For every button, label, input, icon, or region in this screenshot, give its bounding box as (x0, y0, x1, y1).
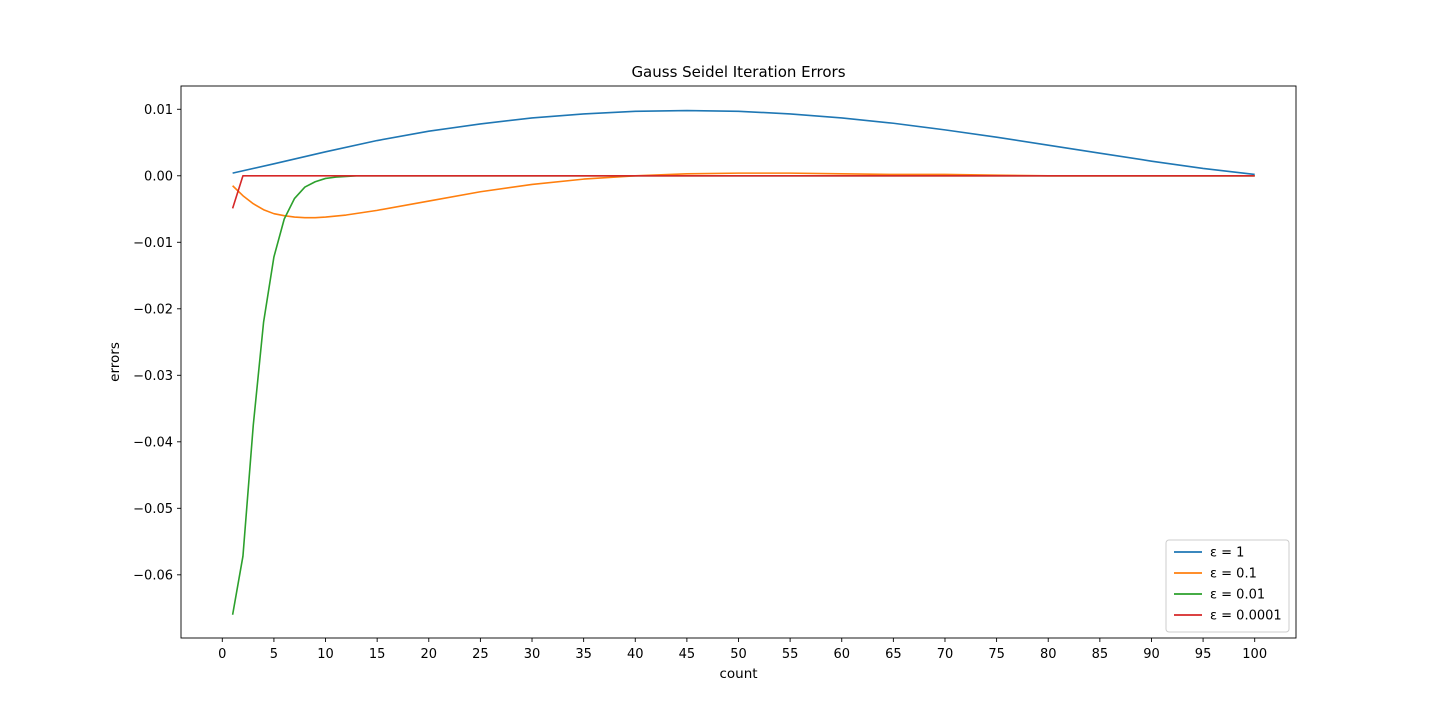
x-tick-label: 40 (627, 647, 644, 662)
x-tick-label: 75 (988, 647, 1005, 662)
x-axis: 0 5 10 15 20 25 30 35 40 45 50 55 60 65 70 75 80 85 90 95 10… (218, 638, 1267, 662)
y-tick-label: −0.04 (133, 435, 173, 450)
x-tick-label: 85 (1092, 647, 1109, 662)
y-tick-label: −0.03 (133, 369, 173, 384)
series-line-1 (232, 109, 1255, 176)
series-line-4 (231, 174, 1255, 209)
x-tick-label: 60 (833, 647, 850, 662)
y-axis: 0.01 0.00 −0.01 −0.02 −0.03 −0.04 −0.05 −0.06 (133, 103, 181, 583)
x-tick-label: 45 (679, 647, 696, 662)
x-tick-label: 55 (782, 647, 799, 662)
y-tick-label: 0.00 (144, 169, 173, 184)
y-axis-label: errors (107, 342, 123, 382)
y-tick-label: −0.02 (133, 302, 173, 317)
series-line-3 (231, 174, 1255, 615)
series-layer (231, 109, 1255, 615)
legend-label: ε = 0.1 (1210, 567, 1257, 582)
legend-box (1165, 539, 1290, 633)
x-tick-label: 65 (885, 647, 902, 662)
legend-label: ε = 0.01 (1210, 588, 1265, 603)
x-axis-label: count (719, 666, 757, 682)
x-tick-label: 90 (1143, 647, 1160, 662)
legend: ε = 1 ε = 0.1 ε = 0.01 ε = 0.0001 (1165, 539, 1290, 633)
x-tick-label: 25 (472, 647, 489, 662)
x-tick-label: 100 (1242, 647, 1267, 662)
plot-frame (180, 85, 1297, 639)
y-tick-label: 0.01 (144, 103, 173, 118)
x-tick-label: 50 (730, 647, 747, 662)
chart-title: Gauss Seidel Iteration Errors (631, 63, 845, 81)
x-tick-label: 5 (270, 647, 278, 662)
legend-label: ε = 1 (1210, 546, 1244, 561)
legend-label: ε = 0.0001 (1210, 609, 1282, 624)
x-tick-label: 10 (317, 647, 334, 662)
x-tick-label: 35 (575, 647, 592, 662)
x-tick-label: 30 (524, 647, 541, 662)
x-tick-label: 20 (421, 647, 438, 662)
series-line-2 (232, 172, 1255, 219)
x-tick-label: 15 (369, 647, 386, 662)
y-tick-label: −0.06 (133, 568, 173, 583)
x-tick-label: 0 (218, 647, 226, 662)
y-tick-label: −0.05 (133, 502, 173, 517)
x-tick-label: 70 (937, 647, 954, 662)
x-tick-label: 95 (1195, 647, 1212, 662)
y-tick-label: −0.01 (133, 236, 173, 251)
x-tick-label: 80 (1040, 647, 1057, 662)
